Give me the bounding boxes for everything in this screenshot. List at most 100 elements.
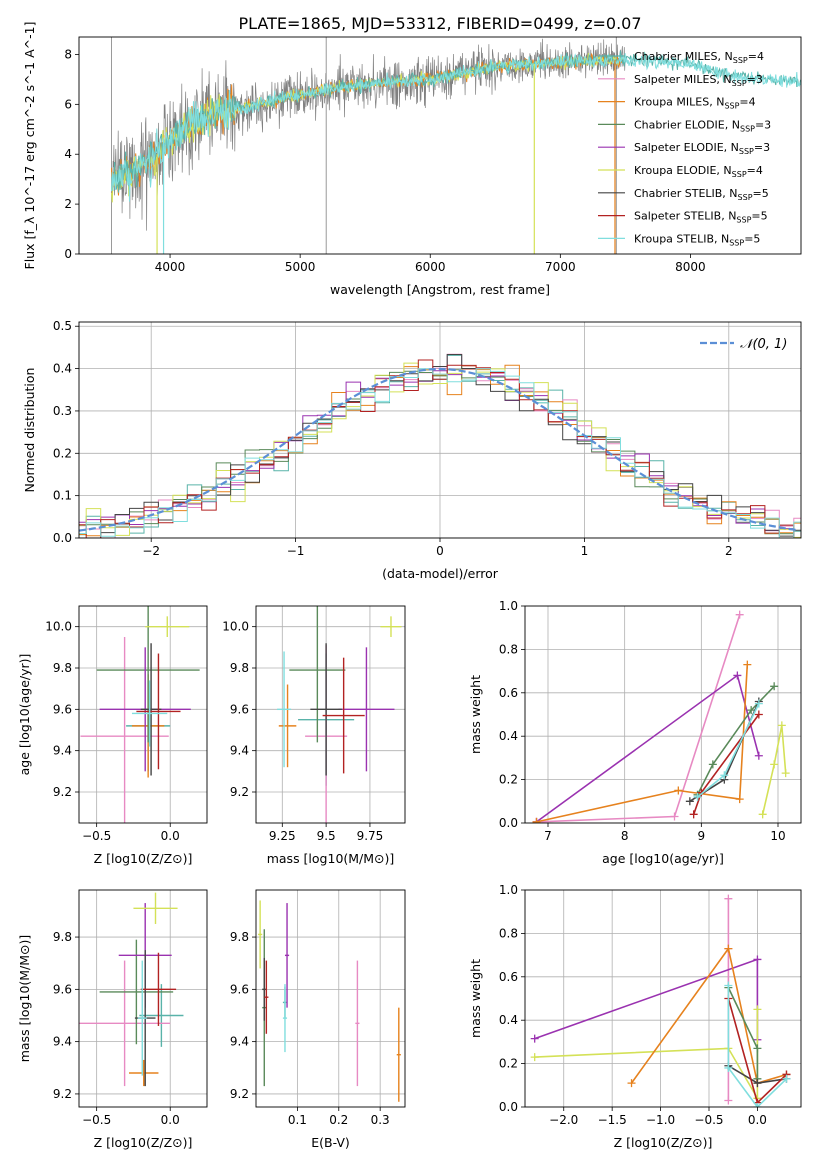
weight-point-marker: [735, 610, 744, 619]
legend-label: Kroupa STELIB, NSSP=5: [634, 232, 760, 247]
panel-age-vs-mass: 9.25 9.5 9.75 9.2 9.4 9.6 9.8 10.0 mass [log10(M…: [222, 605, 406, 866]
x-axis-label: Z [log10(Z/Z⊙)]: [94, 851, 193, 866]
x-tick-label: 9.25: [269, 829, 296, 843]
y-tick-label: 0.2: [499, 773, 518, 787]
x-axis-label: Z [log10(Z/Z⊙)]: [94, 1135, 193, 1150]
weight-point-marker: [724, 944, 733, 953]
y-tick-label: 9.8: [230, 930, 249, 944]
x-tick-label: −0.5: [694, 1113, 723, 1127]
x-tick-label: 10: [770, 829, 785, 843]
weight-point-marker: [747, 706, 756, 715]
y-tick-label: 0.0: [53, 531, 72, 545]
axes-frame: [255, 889, 406, 1108]
weight-line: [761, 725, 787, 815]
y-tick-label: 9.6: [230, 702, 249, 716]
y-tick-label: 0.4: [499, 1013, 518, 1027]
weight-point-marker: [735, 795, 744, 804]
x-tick-label: 0: [436, 544, 444, 558]
weight-line: [536, 674, 760, 823]
y-tick-label: 8: [64, 47, 72, 61]
weight-point-marker: [753, 1103, 762, 1107]
legend-label: Chabrier ELODIE, NSSP=3: [634, 118, 771, 133]
legend-label: Chabrier STELIB, NSSP=5: [634, 187, 769, 202]
x-tick-label: 0.2: [329, 1113, 348, 1127]
plot-area: [256, 890, 405, 1107]
weight-line: [536, 614, 741, 823]
x-tick-label: −1.5: [598, 1113, 627, 1127]
spectrum-legend: Chabrier MILES, NSSP=4 Salpeter MILES, NS…: [598, 50, 771, 247]
weight-point-marker: [530, 1034, 539, 1043]
x-tick-label: 0.0: [161, 829, 180, 843]
weight-point-marker: [724, 1096, 733, 1105]
weight-point-marker: [743, 660, 752, 669]
panel-mass-vs-ebv: 0.1 0.2 0.3 9.2 9.4 9.6 9.8 E(B-V): [230, 889, 406, 1150]
x-tick-label: 0.0: [161, 1113, 180, 1127]
weight-point-marker: [777, 721, 786, 730]
x-tick-label: 9.75: [357, 829, 384, 843]
x-axis-label: E(B-V): [311, 1135, 350, 1150]
y-tick-label: 0.4: [53, 362, 72, 376]
legend-label: Kroupa MILES, NSSP=4: [634, 96, 756, 111]
weight-point-marker: [532, 817, 541, 823]
y-tick-label: 9.4: [230, 1035, 249, 1049]
x-tick-label: 9: [698, 829, 706, 843]
y-tick-label: 9.8: [53, 930, 72, 944]
weight-point-marker: [689, 810, 698, 819]
model-spectrum-line: [111, 53, 801, 202]
weight-point-marker: [724, 1063, 733, 1072]
y-axis-label: Normed distribution: [22, 368, 37, 493]
x-tick-label: 0.1: [288, 1113, 307, 1127]
y-tick-label: 0.8: [499, 926, 518, 940]
y-tick-label: 0.4: [499, 729, 518, 743]
panel-age-vs-Z: −0.5 0.0 9.2 9.4 9.6 9.8 10.0 Z [log10(Z/Z⊙)] ag…: [17, 605, 208, 866]
legend-label: Salpeter STELIB, NSSP=5: [634, 210, 768, 225]
weight-line: [630, 946, 787, 1085]
residual-histogram: [79, 368, 801, 538]
axes-frame: [255, 605, 406, 824]
y-axis-label: mass weight: [468, 959, 483, 1038]
legend-label: Salpeter ELODIE, NSSP=3: [634, 141, 770, 156]
x-axis-label: (data-model)/error: [382, 566, 499, 581]
axes-frame: [78, 605, 208, 824]
x-tick-label: 1: [581, 544, 589, 558]
y-tick-label: 0.8: [499, 642, 518, 656]
plot-area: [525, 606, 801, 823]
weight-line: [696, 685, 775, 796]
y-tick-label: 9.2: [230, 1087, 249, 1101]
figure-title: PLATE=1865, MJD=53312, FIBERID=0499, z=0…: [238, 14, 641, 33]
plot-area: [79, 890, 207, 1107]
weight-point-marker: [724, 894, 733, 903]
x-tick-label: 4000: [155, 260, 186, 274]
x-axis-label: Z [log10(Z/Z⊙)]: [614, 1135, 713, 1150]
axes-frame: [524, 889, 802, 1108]
x-tick-label: 8: [621, 829, 629, 843]
y-axis-label: mass [log10(M/M⊙)]: [17, 935, 32, 1063]
weight-point-marker: [674, 786, 683, 795]
x-tick-label: −0.5: [82, 829, 111, 843]
weight-point-marker: [724, 981, 733, 990]
plot-area: [111, 37, 801, 254]
weight-point-marker: [708, 760, 717, 769]
y-tick-label: 9.8: [53, 661, 72, 675]
x-tick-label: −2.0: [549, 1113, 578, 1127]
x-tick-label: 7000: [545, 260, 576, 274]
x-tick-label: 8000: [675, 260, 706, 274]
x-axis-label: age [log10(age/yr)]: [602, 851, 724, 866]
y-tick-label: 2: [64, 197, 72, 211]
x-axis-label: wavelength [Angstrom, rest frame]: [330, 282, 550, 297]
y-tick-label: 4: [64, 147, 72, 161]
y-tick-label: 0.0: [499, 1100, 518, 1114]
y-tick-label: 1.0: [499, 599, 518, 613]
weight-point-marker: [754, 751, 763, 760]
y-tick-label: 0.1: [53, 489, 72, 503]
weight-point-marker: [753, 1044, 762, 1053]
weight-point-marker: [627, 1079, 636, 1088]
axes-frame: [78, 36, 802, 255]
y-tick-label: 0.0: [499, 816, 518, 830]
legend-label: Chabrier MILES, NSSP=4: [634, 50, 764, 65]
weight-point-marker: [753, 1079, 762, 1088]
weight-point-marker: [530, 1053, 539, 1062]
plot-area: [525, 890, 801, 1107]
plot-area: [79, 322, 801, 538]
y-tick-label: 0.6: [499, 686, 518, 700]
